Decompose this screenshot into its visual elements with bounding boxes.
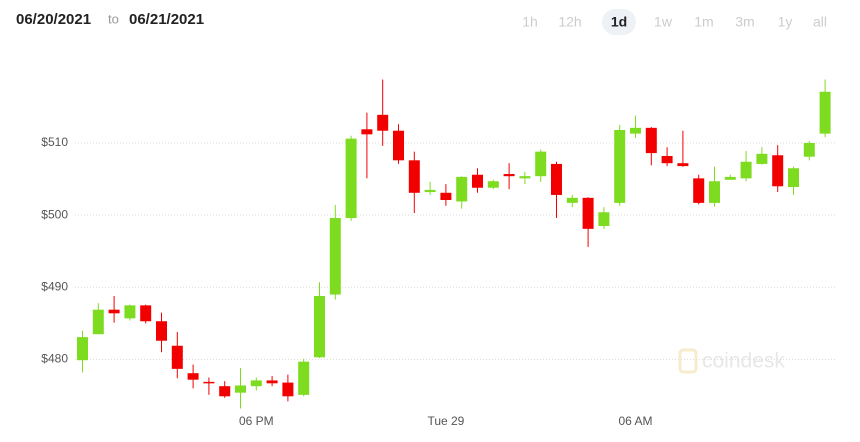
y-tick-label: $480 bbox=[41, 352, 68, 366]
range-button[interactable]: 3m bbox=[735, 14, 754, 30]
candle-body bbox=[566, 197, 578, 203]
candle-body bbox=[788, 168, 799, 188]
range-button[interactable]: all bbox=[813, 14, 827, 30]
candle-body bbox=[140, 305, 152, 322]
candle-body bbox=[408, 160, 420, 193]
candle-body bbox=[456, 176, 468, 202]
candle-body bbox=[108, 309, 120, 314]
y-tick-label: $510 bbox=[41, 135, 68, 149]
candle-body bbox=[329, 218, 341, 295]
candle-body bbox=[709, 181, 720, 203]
candle-body bbox=[314, 295, 325, 358]
y-tick-label: $500 bbox=[41, 207, 68, 221]
candle-body bbox=[124, 305, 136, 319]
candle-body bbox=[77, 337, 88, 361]
candle-body bbox=[266, 380, 278, 384]
candle-body bbox=[819, 91, 831, 134]
candle-body bbox=[503, 174, 515, 177]
x-tick-label: 06 AM bbox=[618, 414, 652, 428]
candle-body bbox=[519, 176, 531, 179]
candle-body bbox=[171, 345, 183, 369]
candle-body bbox=[551, 163, 562, 195]
candle-body bbox=[298, 361, 310, 395]
y-tick-label: $490 bbox=[41, 279, 68, 293]
candle-body bbox=[203, 381, 215, 384]
candle-body bbox=[345, 138, 357, 219]
candle-body bbox=[92, 309, 104, 335]
candle-body bbox=[630, 127, 641, 134]
range-button[interactable]: 1h bbox=[522, 14, 538, 30]
candle-body bbox=[535, 151, 547, 177]
candle-body bbox=[393, 130, 404, 161]
candle-body bbox=[740, 161, 752, 179]
candle-body bbox=[772, 155, 784, 187]
range-button[interactable]: 1d bbox=[611, 14, 627, 30]
range-button[interactable]: 12h bbox=[558, 14, 581, 30]
watermark: coindesk bbox=[678, 348, 785, 374]
candle-body bbox=[614, 130, 626, 203]
candle-body bbox=[661, 155, 673, 164]
candle-body bbox=[756, 153, 768, 164]
range-button[interactable]: 1y bbox=[778, 14, 793, 30]
x-tick-label: Tue 29 bbox=[427, 414, 464, 428]
x-tick-label: 06 PM bbox=[239, 414, 274, 428]
candle-body bbox=[677, 163, 689, 167]
candle-body bbox=[440, 192, 452, 200]
watermark-logo bbox=[678, 348, 698, 374]
candle-body bbox=[235, 385, 246, 393]
candle-body bbox=[472, 174, 483, 188]
candle-body bbox=[156, 321, 167, 341]
candle-body bbox=[250, 380, 262, 387]
candle-body bbox=[645, 127, 657, 154]
candle-body bbox=[282, 382, 294, 397]
candle-body bbox=[187, 373, 199, 380]
candle-body bbox=[424, 189, 436, 193]
candle-body bbox=[598, 212, 610, 226]
candle-body bbox=[693, 178, 705, 203]
range-separator: to bbox=[108, 11, 119, 26]
range-button[interactable]: 1m bbox=[694, 14, 713, 30]
candle-body bbox=[361, 129, 373, 135]
start-date: 06/20/2021 bbox=[16, 11, 91, 28]
candle-body bbox=[487, 181, 499, 188]
candle-body bbox=[582, 197, 594, 229]
candle-body bbox=[377, 114, 389, 131]
button-highlight bbox=[602, 9, 636, 35]
range-button[interactable]: 1w bbox=[654, 14, 673, 30]
candle-body bbox=[803, 142, 815, 157]
candle-body bbox=[724, 176, 736, 180]
candle-body bbox=[219, 386, 231, 397]
watermark-text: coindesk bbox=[702, 350, 785, 373]
end-date: 06/21/2021 bbox=[129, 11, 204, 28]
